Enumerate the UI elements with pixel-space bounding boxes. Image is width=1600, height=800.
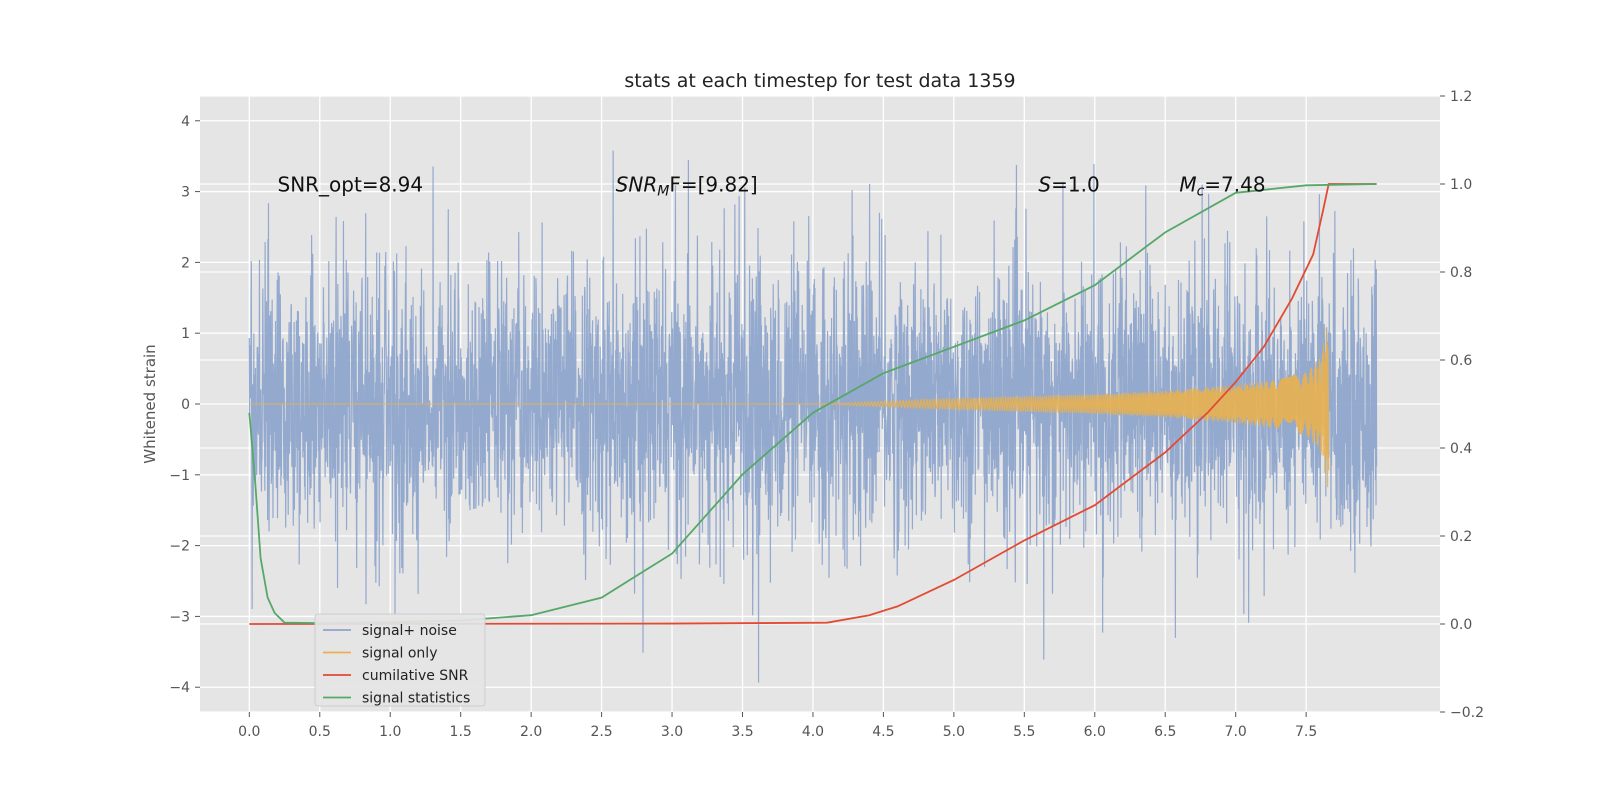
y-tick-label: 2	[181, 255, 190, 271]
y-tick-label: −2	[169, 539, 190, 555]
legend-box	[314, 613, 486, 707]
x-tick-label: 5.0	[943, 724, 965, 740]
x-tick-label: 2.5	[590, 724, 612, 740]
y-axis-left: −4 −3 −2 −1 0 1 2 3 4	[169, 114, 200, 696]
legend-entry-label: signal statistics	[362, 691, 470, 707]
y-tick-label: 0	[181, 397, 190, 413]
y-tick-label: −4	[169, 680, 190, 696]
signal-noise-series	[248, 150, 1378, 683]
y2-tick-label: 0.2	[1450, 529, 1472, 545]
legend-entry-label: cumilative SNR	[362, 668, 469, 684]
legend-entry-label: signal only	[362, 646, 437, 662]
x-tick-label: 5.5	[1013, 724, 1035, 740]
annotation-mc-value: Mc=7.48	[1179, 173, 1265, 200]
y-tick-label: 1	[181, 326, 190, 342]
y2-tick-label: 0.0	[1450, 617, 1472, 633]
y-tick-label: −3	[169, 609, 190, 625]
x-tick-label: 2.0	[520, 724, 542, 740]
x-tick-label: 3.0	[661, 724, 683, 740]
x-tick-label: 0.0	[238, 724, 260, 740]
x-tick-label: 4.5	[872, 724, 894, 740]
x-tick-label: 6.0	[1084, 724, 1106, 740]
signal-only-series	[249, 327, 1330, 488]
y-tick-label: −1	[169, 468, 190, 484]
x-tick-label: 7.5	[1295, 724, 1317, 740]
annotations: SNR_opt=8.94 SNRMF=[9.82] S=1.0 Mc=7.48	[278, 173, 1266, 200]
y2-tick-label: 1.0	[1450, 177, 1472, 193]
y-axis-right: −0.2 0.0 0.2 0.4 0.6 0.8 1.0 1.2	[1440, 89, 1484, 721]
y2-tick-label: 0.4	[1450, 441, 1472, 457]
y2-tick-label: 1.2	[1450, 89, 1472, 105]
x-tick-label: 4.0	[802, 724, 824, 740]
annotation-s-value: S=1.0	[1038, 173, 1099, 197]
chart-title: stats at each timestep for test data 135…	[624, 70, 1015, 92]
cumilative-snr-series	[249, 183, 1377, 625]
legend: signal+ noise signal only cumilative SNR si…	[314, 613, 486, 707]
x-tick-label: 1.5	[450, 724, 472, 740]
x-tick-label: 1.0	[379, 724, 401, 740]
annotation-snr-mf: SNRMF=[9.82]	[616, 173, 758, 200]
x-tick-label: 0.5	[309, 724, 331, 740]
legend-entry-label: signal+ noise	[362, 623, 457, 639]
y2-tick-label: 0.6	[1450, 353, 1472, 369]
y2-tick-label: 0.8	[1450, 265, 1472, 281]
x-axis: 0.0 0.5 1.0 1.5 2.0 2.5 3.0 3.5 4.0 4.5 5.0 5.5 6.0 6…	[238, 712, 1317, 740]
annotation-snr-opt: SNR_opt=8.94	[278, 173, 424, 197]
x-tick-label: 3.5	[731, 724, 753, 740]
y-axis-label: Whitened strain	[141, 344, 159, 463]
y-tick-label: 4	[181, 114, 190, 130]
y2-tick-label: −0.2	[1450, 705, 1484, 721]
x-tick-label: 7.0	[1225, 724, 1247, 740]
y-tick-label: 3	[181, 185, 190, 201]
signal-statistics-series	[248, 183, 1377, 625]
series-layer	[248, 150, 1378, 683]
x-tick-label: 6.5	[1154, 724, 1176, 740]
